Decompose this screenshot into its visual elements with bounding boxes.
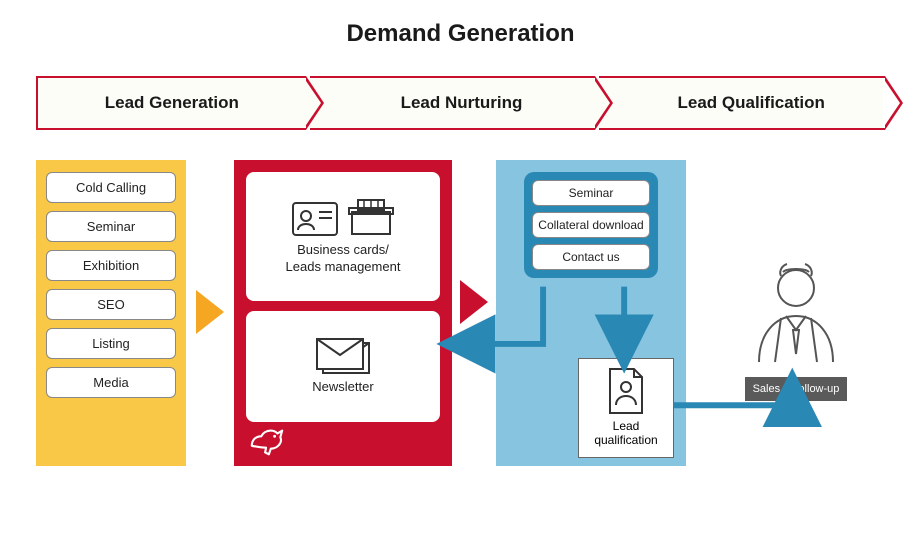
page-title: Demand Generation <box>0 0 921 48</box>
dog-icon <box>248 426 286 458</box>
document-person-icon <box>606 367 646 415</box>
lead-nurturing-column: Business cards/ Leads management Newslet… <box>234 160 452 466</box>
chevron-lead-nurturing: Lead Nurturing <box>310 76 596 130</box>
card-box-icon <box>348 198 394 236</box>
pill-contact-us: Contact us <box>532 244 650 270</box>
envelope-icon <box>315 337 371 375</box>
chevron-lead-qualification: Lead Qualification <box>599 76 885 130</box>
lead-qualification-box: Lead qualification <box>578 358 674 458</box>
chevron-lead-generation: Lead Generation <box>36 76 306 130</box>
pill-seo: SEO <box>46 289 176 320</box>
business-cards-label: Business cards/ Leads management <box>286 242 401 275</box>
pill-exhibition: Exhibition <box>46 250 176 281</box>
pill-media: Media <box>46 367 176 398</box>
pill-seminar: Seminar <box>46 211 176 242</box>
arrow-red-icon <box>460 280 488 324</box>
arrow-yellow-icon <box>196 290 224 334</box>
sales-person: Sales to follow-up <box>732 258 860 401</box>
lead-qual-label: Lead qualification <box>583 419 669 448</box>
sales-badge: Sales to follow-up <box>745 377 848 401</box>
stage-chevrons: Lead Generation Lead Nurturing Lead Qual… <box>36 76 885 130</box>
pill-collateral: Collateral download <box>532 212 650 238</box>
diagram-canvas: Cold Calling Seminar Exhibition SEO List… <box>36 160 885 516</box>
pill-cold-calling: Cold Calling <box>46 172 176 203</box>
pill-listing: Listing <box>46 328 176 359</box>
newsletter-label: Newsletter <box>312 379 373 395</box>
id-card-icon <box>292 202 338 236</box>
lead-qual-inner: Seminar Collateral download Contact us <box>524 172 658 278</box>
pill-seminar-2: Seminar <box>532 180 650 206</box>
lead-generation-column: Cold Calling Seminar Exhibition SEO List… <box>36 160 186 466</box>
newsletter-box: Newsletter <box>246 311 440 422</box>
businessman-icon <box>741 258 851 368</box>
business-cards-box: Business cards/ Leads management <box>246 172 440 301</box>
